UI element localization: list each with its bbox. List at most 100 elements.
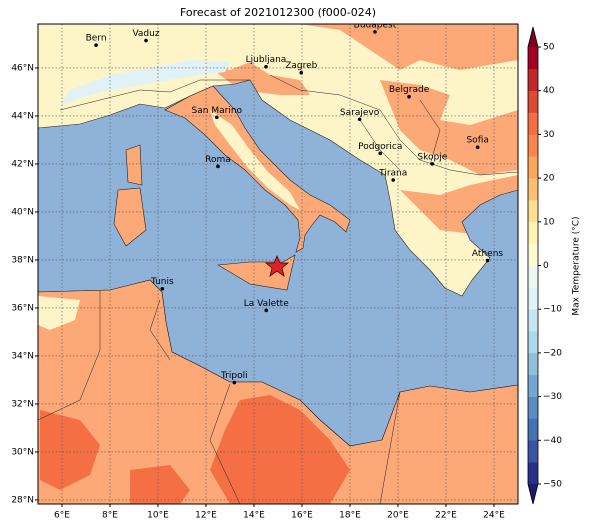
colorbar-band [528,243,538,266]
city-label: Sarajevo [340,108,380,118]
y-tick-label: 40°N [11,207,34,217]
x-tick-label: 22°E [435,511,457,521]
city-dot [94,43,98,47]
cold-region [60,60,230,105]
y-tick-label: 28°N [11,495,34,505]
cool-region [38,296,80,330]
colorbar-tick-label: −50 [543,480,562,490]
colorbar-band [528,352,538,376]
city-label: La Valette [244,299,289,309]
city-label: Tirana [378,169,407,179]
warm-region [200,60,310,95]
colorbar-band [528,309,538,332]
colorbar-tick-label: −20 [543,348,562,358]
map-frame [37,23,519,505]
city-dot [475,145,480,149]
star-marker [264,254,290,277]
x-tick-label: 14°E [243,511,265,521]
colorbar-band [528,331,538,354]
colorbar-band [528,396,538,419]
x-tick-label: 10°E [147,511,169,521]
axes: 6°E 8°E 10°E 12°E 14°E 16°E 18°E 20°E 22°E 24°E 28… [11,63,505,520]
city-label: Belgrade [389,85,430,95]
borders [38,74,518,504]
colorbar-label: Max Temperature (°C) [572,216,582,315]
x-tick-label: 12°E [195,511,217,521]
colorbar-tick-label: 20 [543,174,555,184]
colorbar-tick-label: 30 [543,130,555,140]
y-tick-label: 30°N [11,447,34,457]
city-dot [357,117,362,122]
y-tick-label: 34°N [11,351,34,361]
colorbar-band [528,374,538,397]
colorbar-band [528,112,538,135]
city-label: Skopje [417,152,447,162]
city-label: San Marino [192,106,243,116]
colorbar-extend-under [528,484,538,504]
colorbar-tick-label: 40 [543,86,555,96]
colorbar-band [528,47,538,70]
corsica [125,144,143,186]
hot-region [130,465,190,504]
x-tick-label: 16°E [291,511,313,521]
x-tick-label: 18°E [339,511,361,521]
city-dot [264,308,269,313]
city-label: Podgorica [358,142,402,152]
colorbar-band [528,287,538,310]
city-label: Vaduz [132,29,159,39]
colorbar-tick-label: −30 [543,392,562,402]
city-label: Tripoli [220,371,248,381]
x-tick-label: 24°E [483,511,505,521]
colorbar-band [528,156,538,179]
x-tick-label: 8°E [102,511,118,521]
city-dot [378,151,383,156]
city-dot [299,70,304,75]
colorbar-band [528,90,538,113]
city-dot [144,38,148,43]
colorbar-tick-label: 50 [543,43,555,53]
colorbar-extend-over [528,27,538,47]
y-tick-label: 36°N [11,303,34,313]
hot-region [40,410,100,490]
city-label: Budapest [354,20,397,30]
y-tick-label: 38°N [11,255,34,265]
city-label: Athens [472,249,503,259]
city-dot [160,286,165,291]
warm-region [380,80,518,175]
colorbar-band [528,418,538,441]
city-dot [232,380,237,385]
x-tick-label: 20°E [387,511,409,521]
city-label: Roma [205,155,231,165]
colorbar-band [528,134,538,157]
colorbar-band [528,265,538,288]
colorbar-tick-label: 10 [543,217,555,227]
y-tick-label: 44°N [11,111,34,121]
sardinia [113,187,147,247]
city-label: Sofia [466,136,488,146]
colorbar-band [528,68,538,91]
city-dot [215,115,219,120]
city-dot [391,178,396,182]
city-dot [264,64,268,69]
title: Forecast of 2021012300 (f000-024) [180,6,376,19]
colorbar-band [528,440,538,463]
city-dot [430,162,435,166]
y-tick-label: 46°N [11,63,34,73]
cool-region [210,110,300,210]
city-label: Bern [86,34,107,44]
colorbar-tick-label: −10 [543,305,562,315]
city-dot [485,258,490,263]
y-tick-label: 42°N [11,159,34,169]
city-dot [216,164,220,169]
y-tick-label: 32°N [11,399,34,409]
colorbar-tick-label: −40 [543,436,562,446]
x-tick-label: 6°E [54,511,70,521]
colorbar-tick-label: 0 [543,261,549,271]
city-label: Ljubljana [246,55,287,65]
hot-region [210,395,350,504]
colorbar-band [528,199,538,223]
colorbar-band [528,178,538,201]
